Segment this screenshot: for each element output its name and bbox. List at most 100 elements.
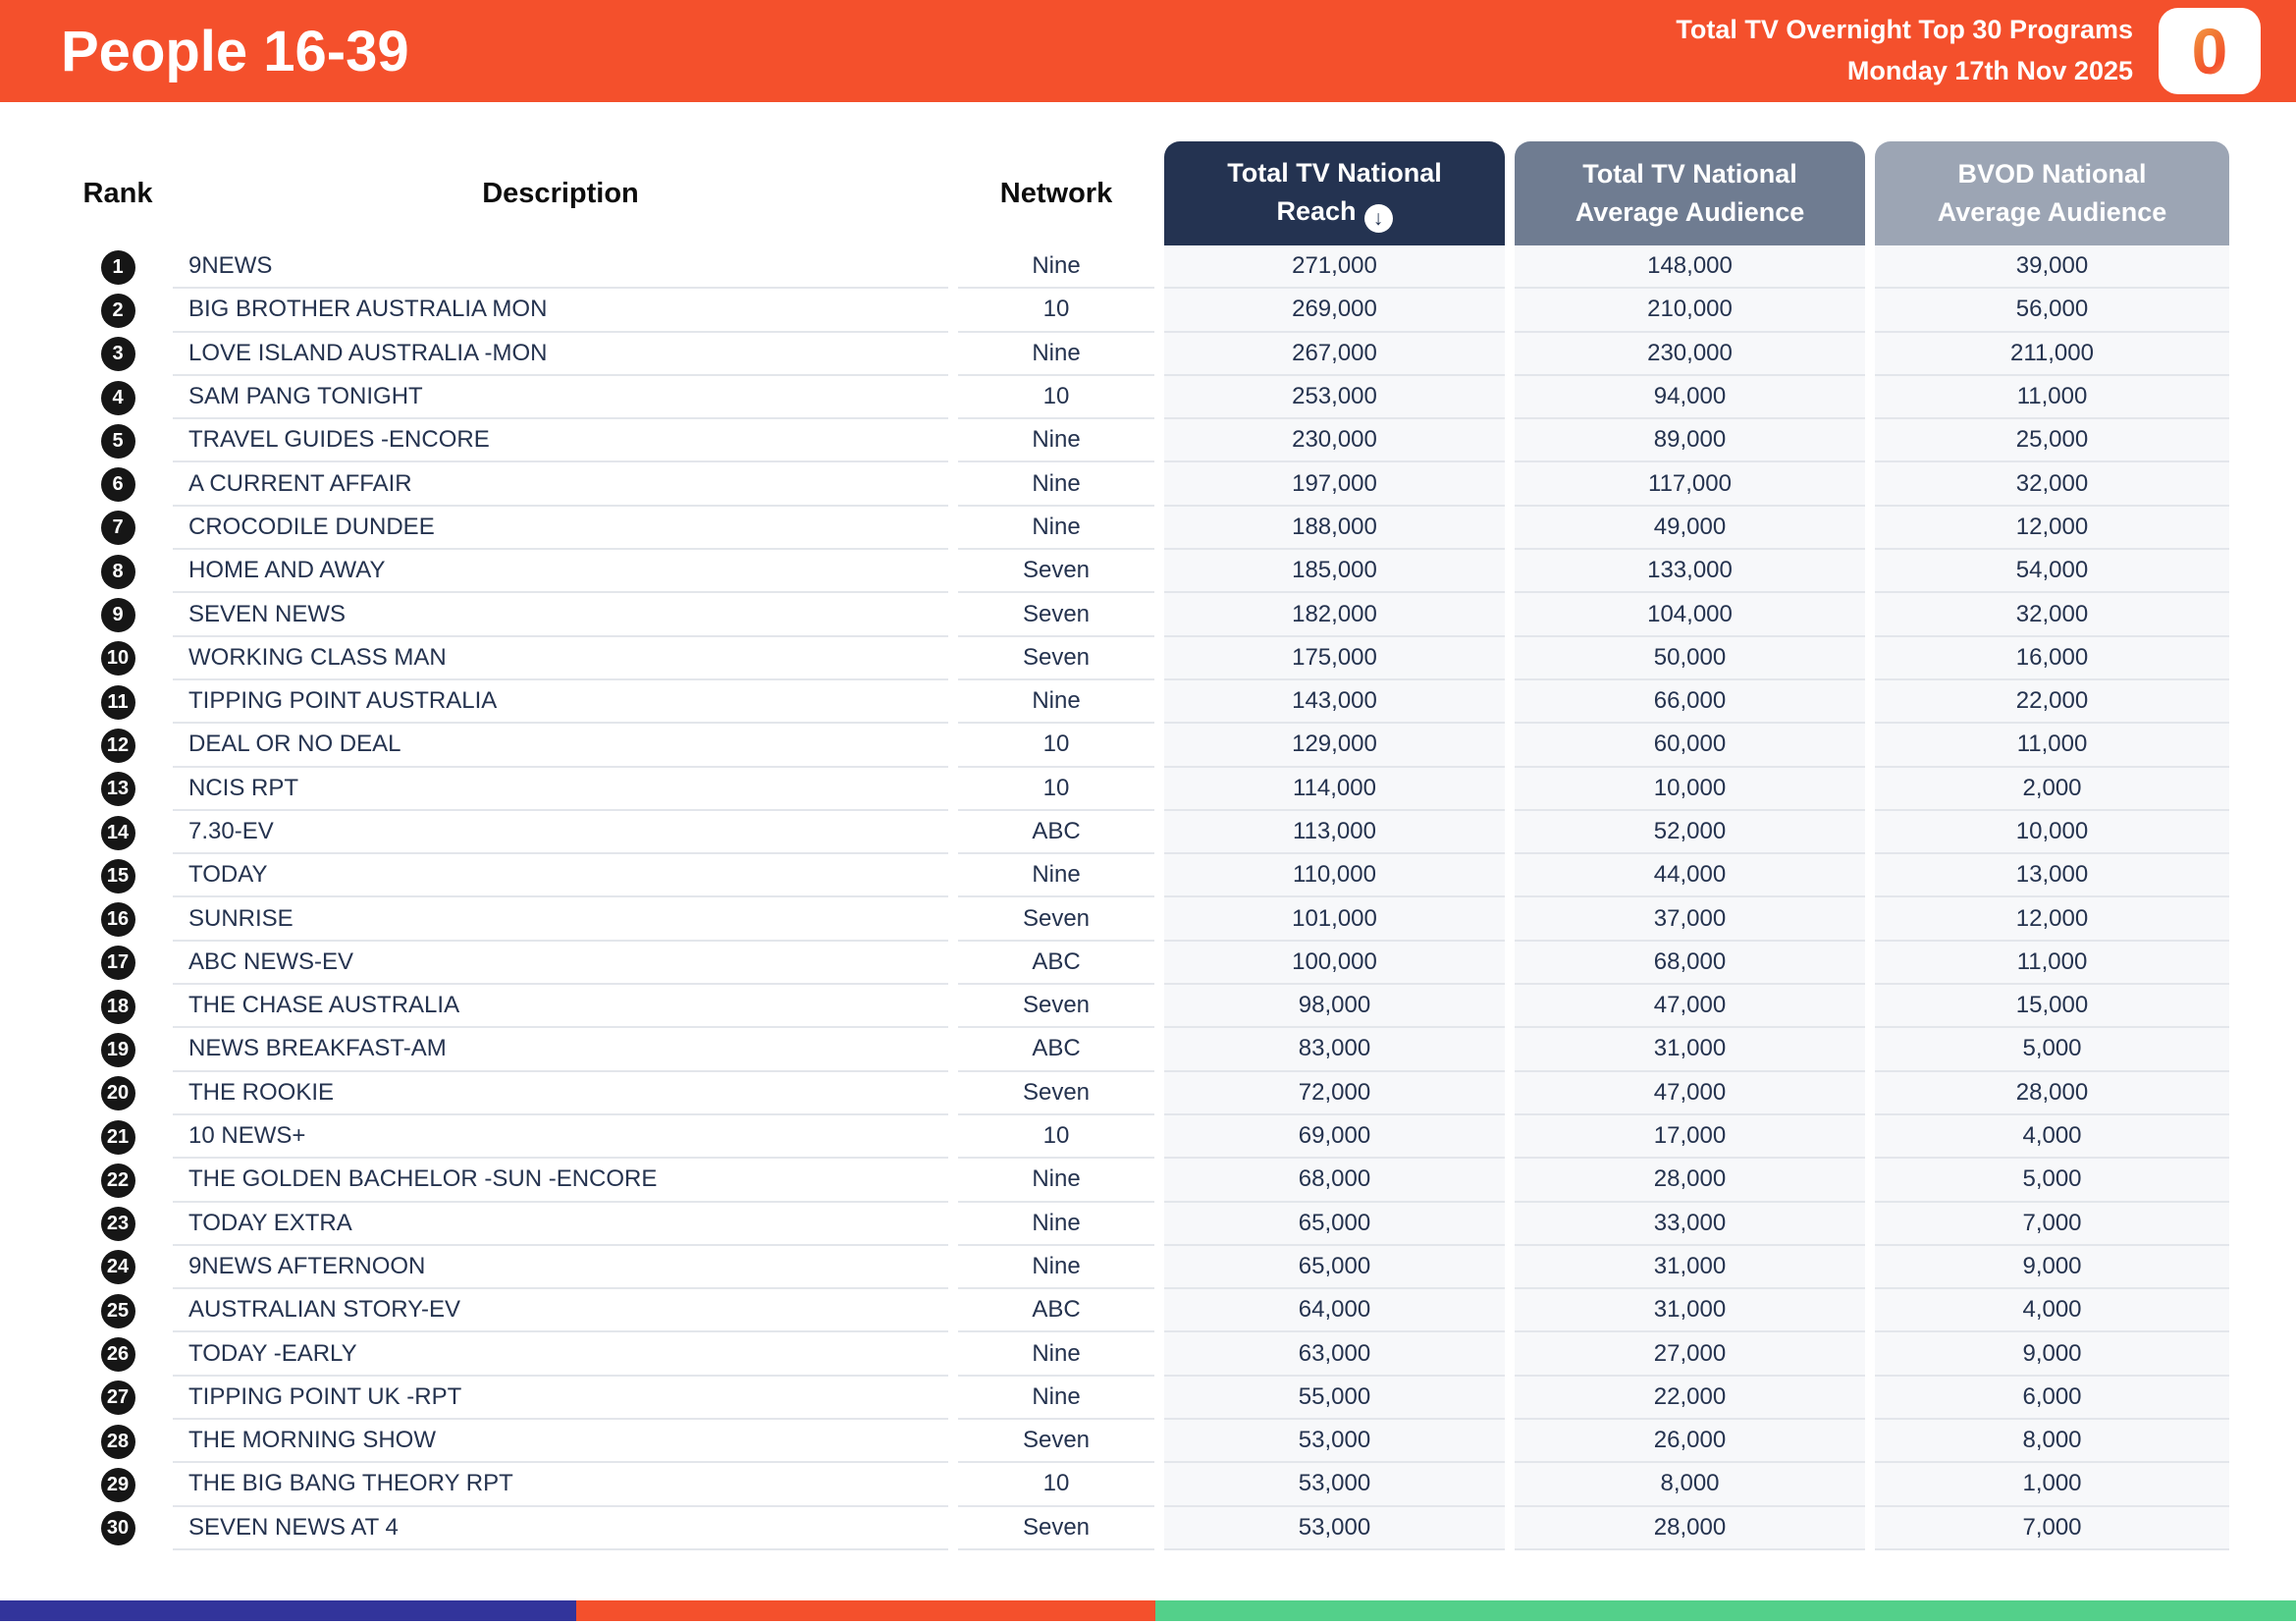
- rank-badge: 16: [100, 902, 135, 938]
- table-row: 6 A CURRENT AFFAIR Nine 197,000 117,000 32,00…: [73, 462, 2229, 507]
- sort-descending-icon[interactable]: ↓: [1363, 204, 1393, 234]
- total-tv-reach-cell: 65,000: [1164, 1245, 1505, 1290]
- network-cell: 10: [958, 376, 1154, 420]
- rank-badge: 11: [100, 684, 135, 720]
- table-row: 2 BIG BROTHER AUSTRALIA MON 10 269,000 210,0…: [73, 289, 2229, 333]
- column-header-total-tv-average-audience[interactable]: Total TV National Average Audience: [1515, 141, 1865, 245]
- total-tv-reach-cell: 68,000: [1164, 1159, 1505, 1203]
- network-cell: 10: [958, 289, 1154, 333]
- rank-cell: 24: [73, 1246, 163, 1289]
- description-cell: 9NEWS AFTERNOON: [173, 1246, 948, 1290]
- total-tv-average-audience-cell: 8,000: [1515, 1463, 1865, 1507]
- total-tv-reach-cell: 63,000: [1164, 1332, 1505, 1377]
- column-header-rank: Rank: [73, 141, 163, 245]
- column-header-total-tv-reach[interactable]: Total TV National Reach ↓: [1164, 141, 1505, 245]
- bvod-average-audience-cell: 5,000: [1875, 1159, 2229, 1203]
- description-cell: NCIS RPT: [173, 768, 948, 811]
- description-cell: TODAY EXTRA: [173, 1203, 948, 1246]
- bvod-average-audience-cell: 9,000: [1875, 1245, 2229, 1290]
- rank-cell: 14: [73, 811, 163, 854]
- table-body: 1 9NEWS Nine 271,000 148,000 39,000 2 BIG BROTH…: [73, 245, 2229, 1550]
- bvod-average-audience-cell: 15,000: [1875, 985, 2229, 1029]
- total-tv-average-audience-cell: 49,000: [1515, 506, 1865, 551]
- total-tv-reach-cell: 53,000: [1164, 1506, 1505, 1550]
- table-row: 16 SUNRISE Seven 101,000 37,000 12,000: [73, 897, 2229, 942]
- total-tv-reach-cell: 269,000: [1164, 289, 1505, 333]
- bvod-average-audience-cell: 6,000: [1875, 1376, 2229, 1421]
- ratings-table: Rank Description Network Total TV Nation…: [63, 141, 2239, 1550]
- rank-cell: 1: [73, 245, 163, 289]
- network-cell: Nine: [958, 507, 1154, 551]
- rank-badge: 29: [100, 1467, 135, 1502]
- rank-badge: 21: [100, 1119, 135, 1155]
- total-tv-average-audience-cell: 31,000: [1515, 1028, 1865, 1072]
- description-cell: THE CHASE AUSTRALIA: [173, 985, 948, 1029]
- total-tv-reach-cell: 175,000: [1164, 636, 1505, 680]
- total-tv-reach-cell: 188,000: [1164, 506, 1505, 551]
- bvod-average-audience-cell: 4,000: [1875, 1289, 2229, 1333]
- table-row: 11 TIPPING POINT AUSTRALIA Nine 143,000 66,0…: [73, 679, 2229, 725]
- rank-badge: 13: [100, 772, 135, 807]
- table-row: 26 TODAY -EARLY Nine 63,000 27,000 9,000: [73, 1332, 2229, 1377]
- network-cell: Seven: [958, 1072, 1154, 1115]
- ratings-table-container: Rank Description Network Total TV Nation…: [63, 141, 2239, 1550]
- description-cell: HOME AND AWAY: [173, 550, 948, 594]
- description-cell: TIPPING POINT AUSTRALIA: [173, 680, 948, 725]
- rank-badge: 12: [100, 728, 135, 763]
- total-tv-reach-cell: 267,000: [1164, 332, 1505, 376]
- total-tv-average-audience-cell: 50,000: [1515, 636, 1865, 680]
- bvod-average-audience-cell: 2,000: [1875, 767, 2229, 811]
- total-tv-reach-cell: 69,000: [1164, 1114, 1505, 1160]
- rank-cell: 26: [73, 1332, 163, 1376]
- table-row: 28 THE MORNING SHOW Seven 53,000 26,000 8,000: [73, 1420, 2229, 1464]
- rank-cell: 9: [73, 593, 163, 636]
- total-tv-average-audience-cell: 210,000: [1515, 289, 1865, 333]
- table-row: 10 WORKING CLASS MAN Seven 175,000 50,000 16,…: [73, 636, 2229, 680]
- total-tv-average-audience-cell: 68,000: [1515, 941, 1865, 986]
- rank-badge: 27: [100, 1380, 135, 1416]
- table-header-row: Rank Description Network Total TV Nation…: [73, 141, 2229, 245]
- rank-cell: 16: [73, 897, 163, 941]
- description-cell: 9NEWS: [173, 245, 948, 290]
- rank-cell: 29: [73, 1463, 163, 1506]
- total-tv-average-audience-cell: 117,000: [1515, 462, 1865, 507]
- bvod-average-audience-cell: 4,000: [1875, 1114, 2229, 1160]
- bvod-average-audience-cell: 11,000: [1875, 375, 2229, 420]
- banner-subtitle-line1: Total TV Overnight Top 30 Programs: [1676, 15, 2133, 45]
- bvod-average-audience-cell: 10,000: [1875, 810, 2229, 855]
- table-row: 4 SAM PANG TONIGHT 10 253,000 94,000 11,000: [73, 375, 2229, 420]
- column-header-bvod-average-audience[interactable]: BVOD National Average Audience: [1875, 141, 2229, 245]
- total-tv-average-audience-cell: 60,000: [1515, 724, 1865, 768]
- bvod-header-line2: Average Audience: [1937, 197, 2167, 227]
- bvod-average-audience-cell: 8,000: [1875, 1420, 2229, 1464]
- total-tv-reach-cell: 182,000: [1164, 593, 1505, 637]
- rank-badge: 19: [100, 1032, 135, 1067]
- network-cell: Seven: [958, 550, 1154, 594]
- network-cell: Nine: [958, 1246, 1154, 1290]
- table-row: 27 TIPPING POINT UK -RPT Nine 55,000 22,000 6…: [73, 1376, 2229, 1421]
- table-row: 9 SEVEN NEWS Seven 182,000 104,000 32,000: [73, 593, 2229, 637]
- footer-green-segment: [1154, 1600, 2296, 1621]
- total-tv-average-audience-cell: 22,000: [1515, 1376, 1865, 1421]
- bvod-average-audience-cell: 9,000: [1875, 1332, 2229, 1377]
- total-tv-reach-cell: 114,000: [1164, 767, 1505, 811]
- banner-subtitle: Total TV Overnight Top 30 Programs Monda…: [1676, 10, 2133, 92]
- rank-cell: 2: [73, 289, 163, 332]
- footer-blue-segment: [0, 1600, 577, 1621]
- rank-badge: 15: [100, 858, 135, 893]
- rank-badge: 30: [100, 1511, 135, 1546]
- rank-badge: 18: [100, 989, 135, 1024]
- network-cell: Seven: [958, 985, 1154, 1029]
- description-cell: SUNRISE: [173, 897, 948, 942]
- description-cell: THE GOLDEN BACHELOR -SUN -ENCORE: [173, 1159, 948, 1203]
- rank-badge: 17: [100, 946, 135, 981]
- rank-cell: 6: [73, 462, 163, 506]
- total-tv-average-audience-cell: 28,000: [1515, 1159, 1865, 1203]
- rank-badge: 7: [100, 511, 135, 546]
- rank-cell: 3: [73, 333, 163, 376]
- table-row: 8 HOME AND AWAY Seven 185,000 133,000 54,000: [73, 550, 2229, 594]
- bvod-average-audience-cell: 32,000: [1875, 462, 2229, 507]
- total-tv-reach-cell: 197,000: [1164, 462, 1505, 507]
- description-cell: SAM PANG TONIGHT: [173, 376, 948, 420]
- network-cell: Nine: [958, 854, 1154, 898]
